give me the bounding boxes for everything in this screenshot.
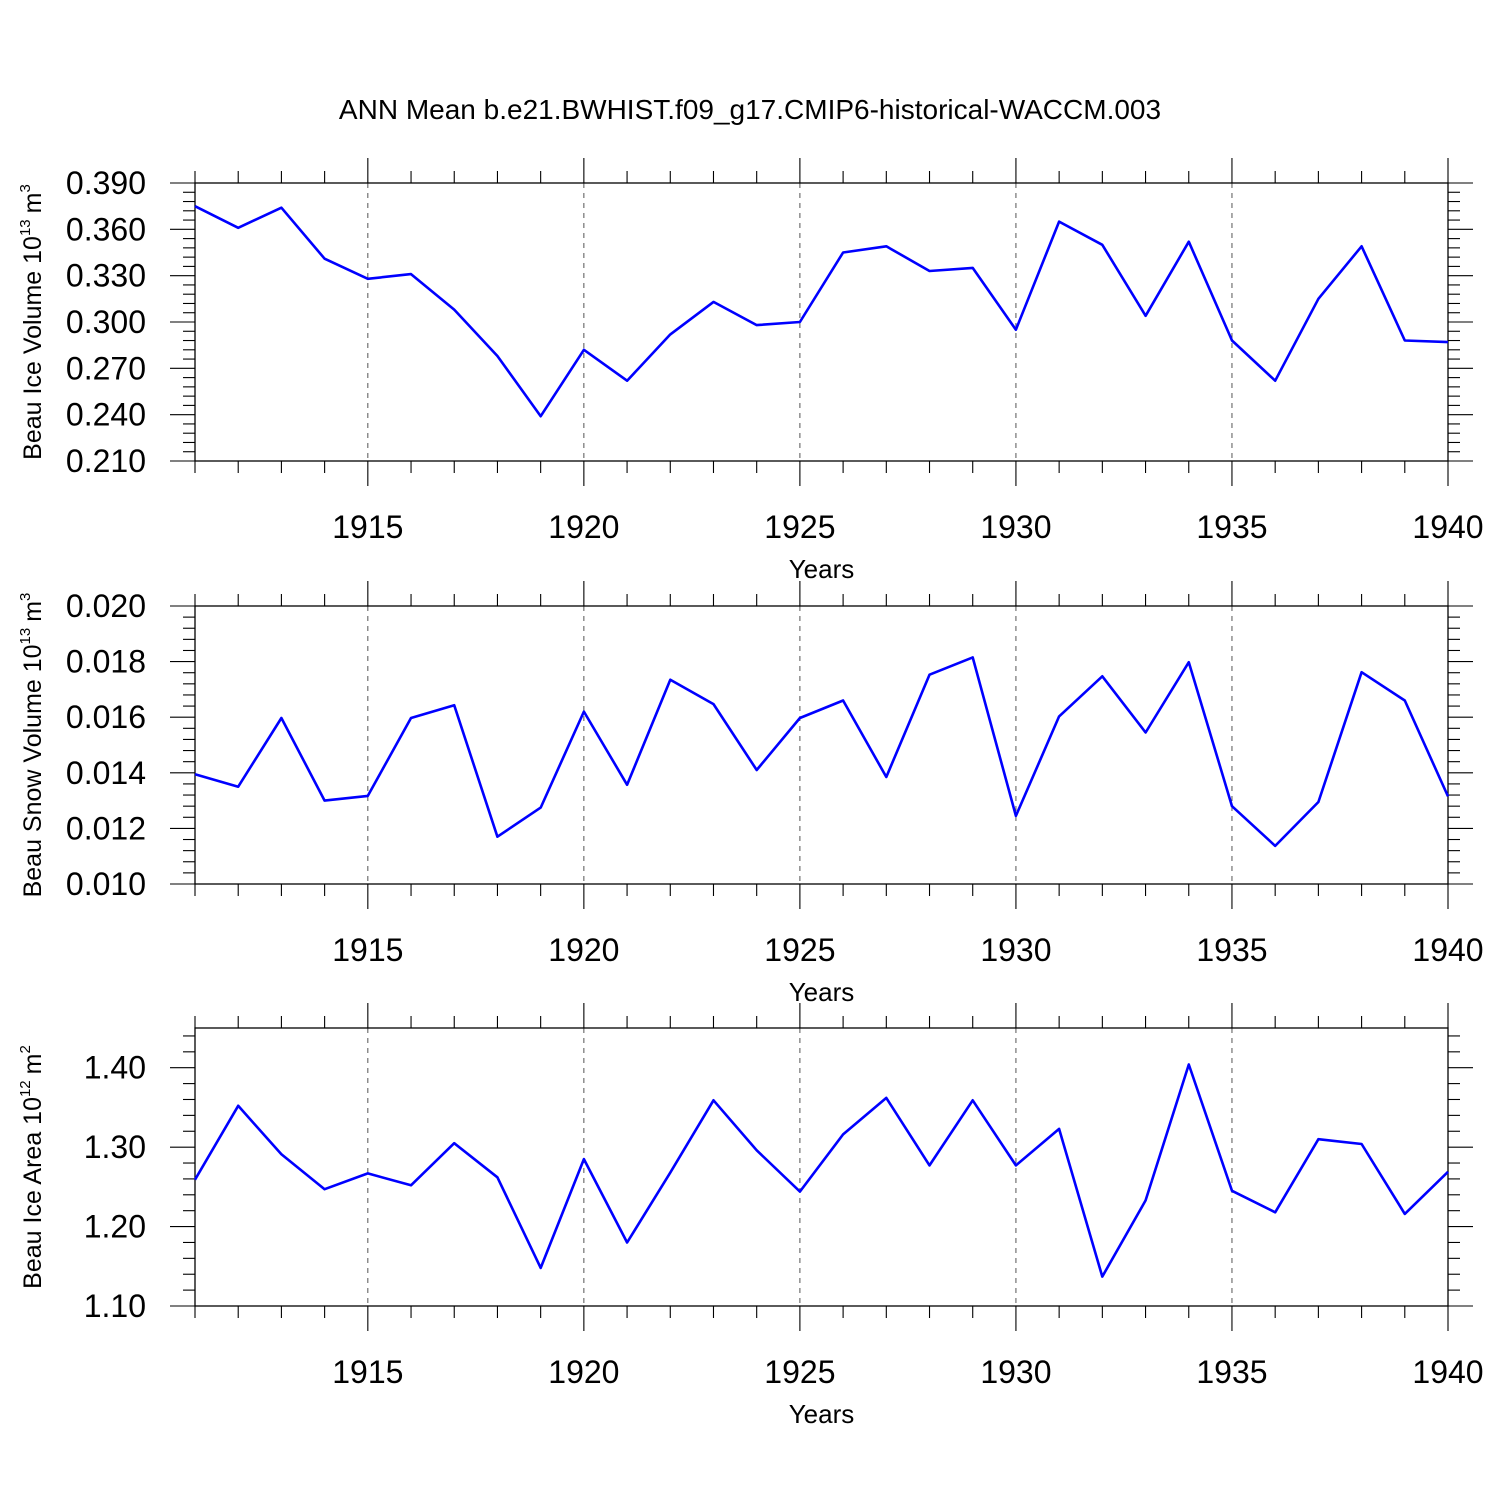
x-tick-label: 1920 [548,932,619,968]
y-axis-title-unit-exponent: 3 [17,593,34,601]
y-axis-title: Beau Ice Area 1012 m2 [17,1045,47,1289]
x-tick-label: 1930 [980,932,1051,968]
panel-2: 1915 1920 1925 1930 1935 1940 Years 0.010 0.012 0… [17,581,1484,1007]
y-tick-label: 0.210 [66,443,146,479]
x-tick-label: 1940 [1412,1354,1483,1390]
panel-1: 1915 1920 1925 1930 1935 1940 Years 0.210 0.240 0… [17,158,1484,584]
x-tick-label: 1915 [332,1354,403,1390]
x-tick-label: 1915 [332,932,403,968]
x-tick-label: 1925 [764,932,835,968]
x-tick-label: 1925 [764,1354,835,1390]
y-axis-title-exponent: 13 [17,219,34,236]
y-tick-label: 0.012 [66,810,146,846]
figure-title: ANN Mean b.e21.BWHIST.f09_g17.CMIP6-hist… [339,94,1161,125]
x-axis-title: Years [789,977,855,1007]
y-tick-label: 0.300 [66,304,146,340]
panel-3: 1915 1920 1925 1930 1935 1940 Years 1.10 1.20 1.3… [17,1003,1484,1429]
y-tick-label: 0.016 [66,699,146,735]
y-axis-title: Beau Snow Volume 1013 m3 [17,593,47,898]
y-tick-label: 0.018 [66,644,146,680]
series-line-1 [194,205,1449,418]
x-tick-label: 1915 [332,509,403,545]
plot-frame [194,182,1449,462]
x-axis-title: Years [789,1399,855,1429]
y-tick-label: 1.10 [84,1288,146,1324]
plot-frame [194,605,1449,885]
y-tick-label: 0.240 [66,397,146,433]
y-axis-title-exponent: 13 [17,628,34,645]
y-axis-title-unit: m [19,1054,47,1075]
y-axis-title-exponent: 12 [17,1080,34,1097]
series-line-1 [193,1063,1449,1278]
x-tick-label: 1930 [980,1354,1051,1390]
y-tick-label: 0.330 [66,258,146,294]
x-tick-label: 1925 [764,509,835,545]
x-axis-title: Years [789,554,855,584]
plot-frame [194,1027,1449,1307]
y-tick-label: 0.390 [66,165,146,201]
y-axis-title-text: Beau Snow Volume 10 [19,644,47,897]
y-tick-label: 0.014 [66,755,146,791]
y-tick-label: 1.20 [84,1209,146,1245]
y-tick-label: 0.010 [66,866,146,902]
x-tick-label: 1930 [980,509,1051,545]
x-tick-label: 1935 [1196,509,1267,545]
y-tick-label: 1.30 [84,1129,146,1165]
y-tick-label: 0.360 [66,211,146,247]
y-axis-title-text: Beau Ice Area 10 [19,1097,47,1289]
x-tick-label: 1935 [1196,1354,1267,1390]
y-axis-title: Beau Ice Volume 1013 m3 [17,184,47,460]
y-axis-title-unit: m [19,193,47,214]
y-tick-label: 1.40 [84,1050,146,1086]
x-tick-label: 1935 [1196,932,1267,968]
series-line-1 [194,656,1450,848]
x-tick-label: 1940 [1412,509,1483,545]
y-tick-label: 0.020 [66,588,146,624]
x-tick-label: 1920 [548,1354,619,1390]
y-tick-label: 0.270 [66,350,146,386]
y-axis-title-unit-exponent: 3 [17,184,34,192]
y-axis-title-unit: m [19,601,47,622]
panels: 1915 1920 1925 1930 1935 1940 Years 0.210 0.240 0… [17,158,1484,1429]
y-axis-title-text: Beau Ice Volume 10 [19,236,47,460]
x-tick-label: 1940 [1412,932,1483,968]
x-tick-label: 1920 [548,509,619,545]
y-axis-title-unit-exponent: 2 [17,1045,34,1053]
